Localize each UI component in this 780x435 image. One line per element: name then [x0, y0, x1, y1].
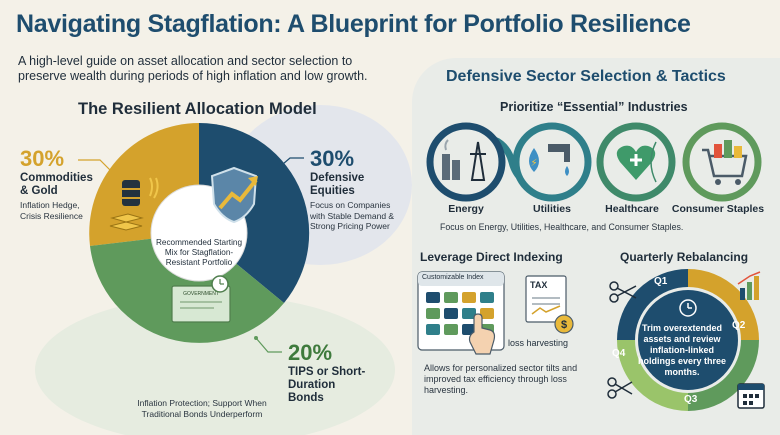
bar-chart-icon	[737, 271, 761, 300]
indexing-heading: Leverage Direct Indexing	[420, 250, 563, 264]
commodities-percent: 30%	[20, 146, 65, 171]
tips-percent: 20%	[288, 340, 333, 365]
equities-label: Defensive Equities	[310, 172, 365, 197]
government-certificate-icon: GOVERNMENT	[171, 275, 231, 323]
commodities-description: Inflation Hedge, Crisis Resilience	[20, 200, 83, 221]
equities-description: Focus on Companies with Stable Demand & …	[310, 200, 395, 231]
indexing-description: Allows for personalized sector tilts and…	[424, 363, 578, 395]
water-faucet-icon: ⚡	[529, 144, 570, 176]
page-title: Navigating Stagflation: A Blueprint for …	[16, 10, 691, 38]
donut-center-text: Recommended Starting Mix for Stagflation…	[155, 238, 242, 267]
customizable-index-label: Customizable Index	[422, 274, 484, 281]
segment-equities	[199, 122, 310, 303]
heart-dna-icon	[616, 141, 672, 183]
rebalancing-heading: Quarterly Rebalancing	[620, 250, 749, 264]
allocation-donut: GOVERNMENT	[89, 122, 310, 343]
quarter-q2: Q2	[732, 320, 746, 331]
sector-energy: Energy	[448, 203, 484, 215]
tips-label: TIPS or Short-Duration Bonds	[288, 366, 366, 404]
scissors-icon-2	[607, 377, 633, 399]
sector-utilities: Utilities	[533, 203, 571, 215]
indexing-illustration: $	[417, 271, 574, 355]
tips-description: Inflation Protection; Support When Tradi…	[137, 398, 267, 419]
energy-tower-icon	[442, 139, 486, 181]
quarter-q4: Q4	[612, 348, 626, 359]
sector-healthcare: Healthcare	[605, 203, 659, 215]
government-label: GOVERNMENT	[183, 291, 219, 297]
clock-icon	[679, 299, 697, 317]
sector-chain: ⚡	[426, 122, 762, 202]
equities-percent: 30%	[310, 146, 355, 171]
rebalancing-text: Trim overextended assets and review infl…	[637, 323, 727, 377]
shield-chart-icon	[210, 166, 258, 224]
gold-barrel-icon	[109, 177, 159, 231]
sector-consumer-staples: Consumer Staples	[671, 203, 765, 215]
sector-note: Focus on Energy, Utilities, Healthcare, …	[440, 222, 684, 232]
rebalancing-cycle	[607, 269, 765, 411]
page-subtitle: A high-level guide on asset allocation a…	[18, 54, 368, 83]
scissors-icon	[609, 281, 637, 303]
svg-text:⚡: ⚡	[530, 158, 537, 169]
hand-pointer-icon	[468, 313, 496, 355]
quarter-q1: Q1	[654, 276, 668, 287]
loss-harvesting-label: loss harvesting	[508, 338, 569, 348]
defensive-heading: Defensive Sector Selection & Tactics	[446, 68, 726, 85]
tax-label: TAX	[530, 280, 548, 290]
shopping-cart-icon	[702, 140, 748, 185]
calendar-icon	[737, 383, 765, 409]
commodities-label: Commodities & Gold	[20, 172, 93, 197]
quarter-q3: Q3	[684, 394, 698, 405]
essential-heading: Prioritize “Essential” Industries	[500, 100, 688, 114]
allocation-heading: The Resilient Allocation Model	[78, 100, 317, 118]
dollar-coin-icon: $	[561, 319, 567, 331]
